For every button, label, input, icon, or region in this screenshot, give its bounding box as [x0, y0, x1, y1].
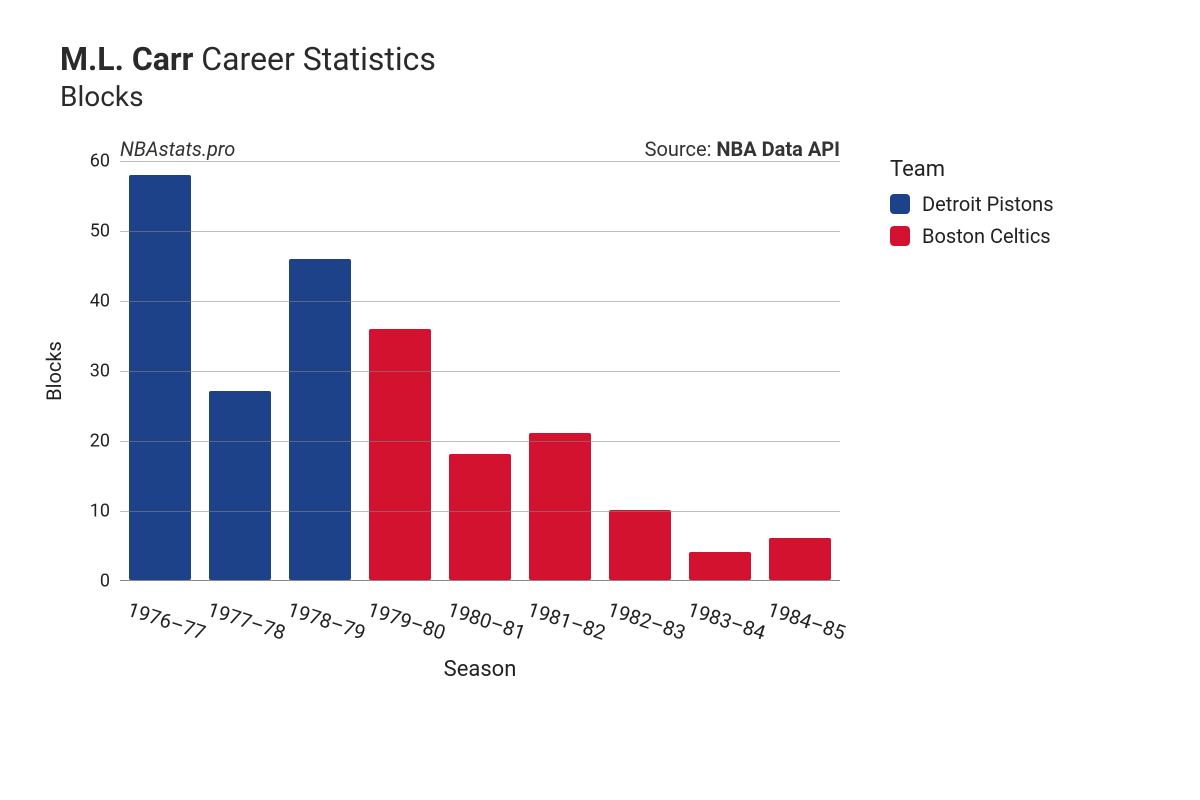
y-tick-label: 50 [90, 221, 120, 242]
chart-top-annotations: NBAstats.pro Source: NBA Data API [120, 137, 840, 161]
bar [689, 552, 751, 580]
source-prefix: Source: [645, 137, 717, 161]
source-name: NBA Data API [716, 137, 840, 161]
chart-area: NBAstats.pro Source: NBA Data API Blocks… [60, 137, 840, 697]
title-rest: Career Statistics [193, 40, 436, 78]
bar [529, 433, 591, 580]
legend-swatch [890, 226, 910, 246]
legend-items: Detroit Pistons Boston Celtics [890, 192, 1054, 248]
legend: Team Detroit Pistons Boston Celtics [890, 157, 1054, 256]
x-tick-label: 1980–81 [445, 597, 529, 645]
source-text: Source: NBA Data API [645, 137, 840, 161]
gridline [120, 231, 840, 232]
y-tick-label: 0 [100, 571, 120, 592]
legend-item: Detroit Pistons [890, 192, 1054, 216]
bar [769, 538, 831, 580]
legend-item: Boston Celtics [890, 224, 1054, 248]
gridline [120, 161, 840, 162]
chart-title: M.L. Carr Career Statistics [60, 40, 1160, 78]
bar [289, 259, 351, 580]
legend-title: Team [890, 157, 1054, 182]
y-tick-label: 40 [90, 291, 120, 312]
bar [609, 510, 671, 580]
y-axis-label: Blocks [42, 341, 66, 401]
gridline [120, 301, 840, 302]
legend-swatch [890, 194, 910, 214]
y-tick-label: 20 [90, 431, 120, 452]
x-tick-label: 1983–84 [685, 597, 769, 645]
x-tick-label: 1979–80 [365, 597, 449, 645]
x-tick-label: 1978–79 [285, 597, 369, 645]
y-tick-label: 60 [90, 151, 120, 172]
gridline [120, 371, 840, 372]
watermark-text: NBAstats.pro [120, 137, 235, 161]
chart-title-block: M.L. Carr Career Statistics Blocks [60, 40, 1160, 113]
chart-subtitle: Blocks [60, 80, 1160, 113]
x-tick-label: 1981–82 [525, 597, 609, 645]
y-tick-label: 10 [90, 501, 120, 522]
plot-region: 0102030405060 [120, 161, 840, 581]
x-tick-label: 1976–77 [125, 597, 209, 645]
bar [209, 391, 271, 580]
bar [449, 454, 511, 580]
y-tick-label: 30 [90, 361, 120, 382]
legend-label: Boston Celtics [922, 224, 1051, 248]
gridline [120, 441, 840, 442]
title-bold: M.L. Carr [60, 40, 193, 78]
x-axis-label: Season [120, 657, 840, 682]
gridline [120, 511, 840, 512]
x-tick-label: 1982–83 [605, 597, 689, 645]
x-tick-label: 1984–85 [765, 597, 849, 645]
legend-label: Detroit Pistons [922, 192, 1054, 216]
bar [369, 329, 431, 580]
bar [129, 175, 191, 580]
x-tick-label: 1977–78 [205, 597, 289, 645]
chart-wrapper: NBAstats.pro Source: NBA Data API Blocks… [60, 137, 1160, 697]
